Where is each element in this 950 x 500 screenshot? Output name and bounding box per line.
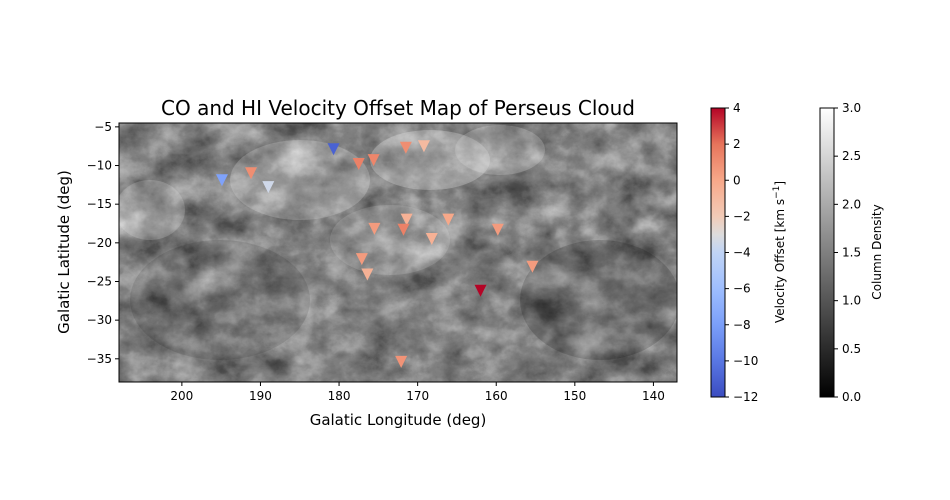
velocity-colorbar-tick-label: 0 [733,173,741,187]
velocity-colorbar-tick-label: −8 [733,318,751,332]
density-colorbar-tick-label: 1.0 [842,294,861,308]
chart-title: CO and HI Velocity Offset Map of Perseus… [161,96,635,120]
velocity-colorbar-tick-label: 2 [733,137,741,151]
x-tick-label: 150 [563,389,586,403]
y-tick-label: −15 [87,197,112,211]
x-tick-label: 170 [406,389,429,403]
velocity-marker [417,140,430,153]
velocity-marker [526,260,539,273]
x-tick-label: 180 [328,389,351,403]
velocity-marker [474,284,487,297]
velocity-marker [442,213,455,226]
density-colorbar-tick-label: 2.5 [842,149,861,163]
velocity-marker [361,268,374,281]
density-colorbar-tick-label: 3.0 [842,101,861,115]
plot-frame [118,122,678,383]
y-tick-label: −25 [87,274,112,288]
density-colorbar: 3.0 2.5 2.0 1.5 1.0 0.5 0.0 Column Density [819,101,884,404]
velocity-markers [215,140,539,368]
y-tick-label: −20 [87,236,112,250]
velocity-colorbar-tick-label: 4 [733,101,741,115]
velocity-marker [425,232,438,245]
density-colorbar-gradient [819,107,835,398]
velocity-marker [491,223,504,236]
y-tick-label: −10 [87,159,112,173]
velocity-marker [355,253,368,266]
density-colorbar-tick-label: 0.5 [842,342,861,356]
velocity-colorbar-tick-label: −12 [733,390,758,404]
x-axis-label: Galatic Longitude (deg) [310,411,487,429]
x-axis-ticks: 200 190 180 170 160 150 140 [170,382,665,403]
velocity-marker [368,222,381,235]
y-axis-label: Galatic Latitude (deg) [55,170,73,334]
density-colorbar-tick-label: 1.5 [842,246,861,260]
velocity-colorbar-label: Velocity Offset [km s−1] [772,181,787,323]
y-tick-label: −30 [87,313,112,327]
velocity-colorbar-tick-label: −4 [733,246,751,260]
plot-area [119,123,677,382]
velocity-marker [399,141,412,154]
density-colorbar-label: Column Density [870,204,884,299]
cloud-highlights [119,125,677,360]
velocity-marker [395,355,408,368]
velocity-marker [400,213,413,226]
velocity-marker [245,167,258,180]
y-tick-label: −5 [94,120,112,134]
velocity-marker [397,223,410,236]
velocity-marker [327,143,340,156]
velocity-marker [215,174,228,187]
column-density-image [119,123,677,382]
x-tick-label: 160 [485,389,508,403]
velocity-colorbar-tick-label: −2 [733,209,751,223]
velocity-colorbar-tick-label: −6 [733,282,751,296]
velocity-colorbar-tick-label: −10 [733,354,758,368]
x-tick-label: 190 [249,389,272,403]
x-tick-label: 140 [642,389,665,403]
density-colorbar-ticks: 3.0 2.5 2.0 1.5 1.0 0.5 0.0 [834,101,861,404]
velocity-marker [367,154,380,167]
velocity-colorbar: 4 2 0 −2 −4 −6 −8 −10 −12 Velocity Offset [km s−… [710,101,787,404]
velocity-colorbar-gradient [710,107,726,398]
x-tick-label: 200 [170,389,193,403]
y-tick-label: −35 [87,352,112,366]
density-colorbar-tick-label: 2.0 [842,197,861,211]
density-colorbar-tick-label: 0.0 [842,390,861,404]
velocity-marker [262,181,275,194]
y-axis-ticks: −5 −10 −15 −20 −25 −30 −35 [87,120,119,366]
velocity-colorbar-ticks: 4 2 0 −2 −4 −6 −8 −10 −12 [725,101,758,404]
velocity-marker [352,157,365,170]
